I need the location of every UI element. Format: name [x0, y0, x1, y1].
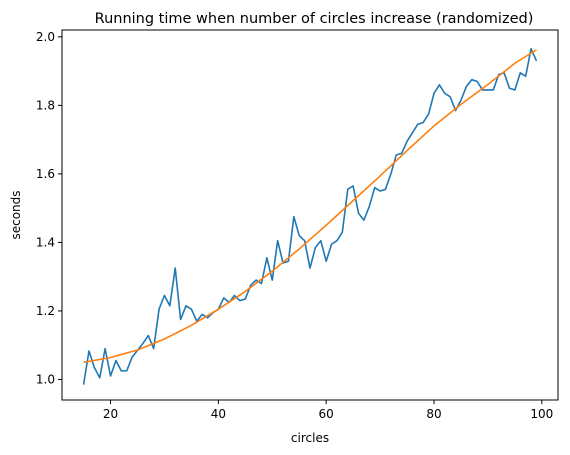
plot-frame	[61, 29, 559, 401]
x-tick-label: 60	[319, 407, 334, 421]
y-axis: 1.0 1.2 1.4 1.6 1.8 2.0	[36, 30, 62, 386]
x-axis: 20 40 60 80 100	[103, 400, 553, 421]
series-line-2	[83, 49, 537, 364]
series-line-1	[82, 48, 538, 385]
x-axis-label: circles	[291, 431, 329, 445]
y-tick-label: 2.0	[36, 30, 55, 44]
x-tick-label: 80	[426, 407, 441, 421]
x-tick-label: 20	[103, 407, 118, 421]
x-tick-label: 100	[530, 407, 553, 421]
x-tick-label: 40	[211, 407, 226, 421]
y-tick-label: 1.6	[36, 167, 55, 181]
y-tick-label: 1.8	[36, 98, 55, 112]
chart-title: Running time when number of circles incr…	[95, 11, 534, 27]
y-tick-label: 1.0	[36, 372, 55, 386]
series-layer	[82, 48, 538, 385]
y-axis-label: seconds	[9, 190, 23, 239]
y-tick-label: 1.2	[36, 304, 55, 318]
y-tick-label: 1.4	[36, 235, 55, 249]
